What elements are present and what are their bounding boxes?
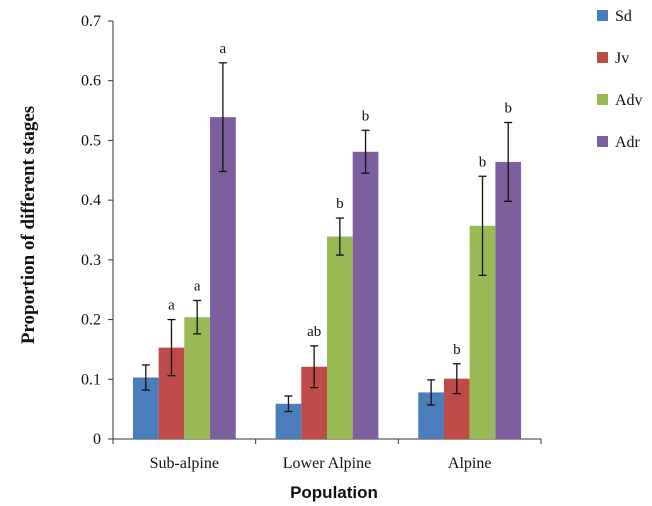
bar [327,236,353,439]
legend-swatch [597,136,608,147]
legend-label: Adr [615,134,641,151]
legend-swatch [597,94,608,105]
bar [184,317,211,439]
y-tick-label: 0.2 [81,312,101,329]
y-tick-label: 0.4 [81,192,101,209]
significance-label: b [504,101,512,117]
significance-label: b [479,154,487,170]
significance-label: a [220,41,227,57]
y-tick-label: 0.6 [81,73,101,90]
legend-swatch [597,52,608,63]
bar [352,151,379,439]
legend-label: Adv [615,92,643,109]
legend: Sd Jv Adv Adr [597,8,643,151]
significance-label: b [362,108,370,124]
significance-label: a [168,298,175,314]
bar [495,161,522,439]
significance-label: b [336,196,344,212]
x-category-label: Lower Alpine [283,455,371,472]
x-categories: Sub-alpine Lower Alpine Alpine [112,439,542,472]
y-tick-label: 0.5 [81,132,101,149]
legend-label: Sd [615,8,632,25]
x-category-label: Sub-alpine [150,455,219,472]
legend-swatch [597,10,608,21]
y-tick-label: 0 [93,431,101,448]
y-ticks: 0 0.1 0.2 0.3 0.4 0.5 0.6 0.7 [81,13,113,448]
legend-label: Jv [615,50,629,67]
x-category-label: Alpine [448,455,492,472]
significance-label: a [194,278,201,294]
y-tick-label: 0.3 [81,252,101,269]
y-axis-label: Proportion of different stages [18,106,39,344]
significance-label: b [453,342,461,358]
x-axis-label: Population [290,483,378,502]
y-tick-label: 0.1 [81,371,101,388]
significance-label: ab [307,324,321,340]
y-tick-label: 0.7 [81,13,101,30]
